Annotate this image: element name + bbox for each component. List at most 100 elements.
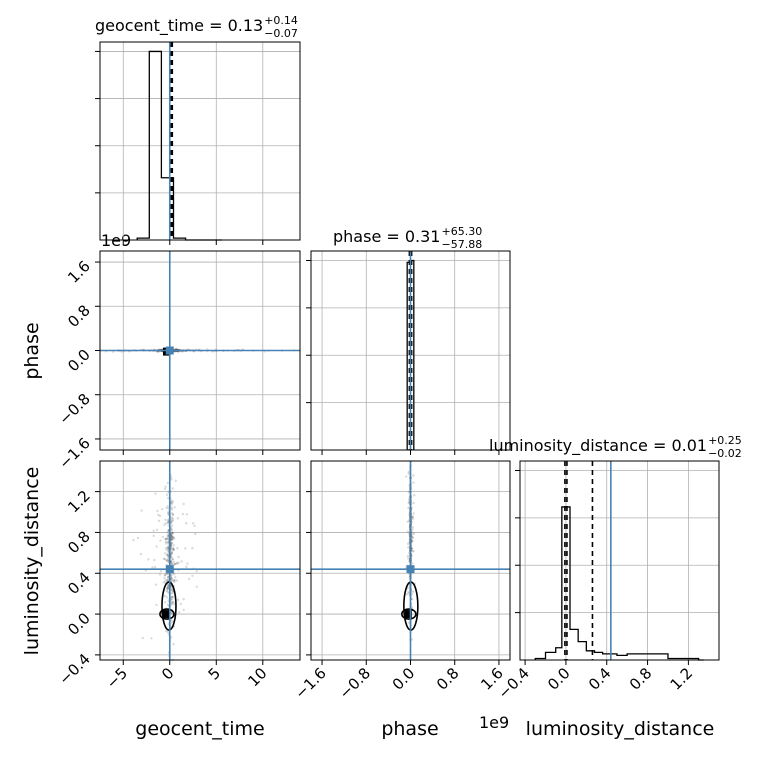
- luminosity_distance-vs-phase-point: [411, 549, 414, 553]
- luminosity_distance-vs-phase-point: [411, 538, 414, 542]
- luminosity_distance-vs-geocent_time-point: [187, 577, 191, 581]
- luminosity_distance-vs-geocent_time-point: [166, 587, 169, 590]
- luminosity_distance-vs-geocent_time-point: [175, 562, 179, 565]
- luminosity_distance-vs-geocent_time-point: [179, 602, 183, 606]
- luminosity_distance-vs-geocent_time-point: [170, 521, 173, 524]
- luminosity_distance-vs-geocent_time-point: [163, 573, 166, 577]
- luminosity_distance-vs-phase-point: [411, 536, 414, 539]
- luminosity_distance-vs-geocent_time-point: [171, 513, 175, 517]
- luminosity_distance-hist-bar-12: [648, 654, 668, 660]
- luminosity_distance-vs-phase-point: [407, 506, 410, 510]
- luminosity_distance-vs-geocent_time-point: [177, 555, 180, 559]
- luminosity_distance-vs-geocent_time-point: [173, 573, 176, 576]
- luminosity_distance-vs-geocent_time-point: [172, 602, 176, 606]
- luminosity_distance-vs-geocent_time-point: [171, 542, 174, 545]
- ylabel-phase: phase: [21, 322, 43, 379]
- luminosity_distance-vs-geocent_time-point: [171, 558, 175, 561]
- luminosity_distance-vs-geocent_time-point: [170, 598, 173, 601]
- luminosity_distance-vs-geocent_time-point: [166, 578, 169, 581]
- luminosity_distance-vs-geocent_time-point: [191, 522, 195, 525]
- luminosity_distance-vs-phase-point: [411, 515, 414, 518]
- luminosity_distance-vs-geocent_time-point: [170, 562, 174, 565]
- luminosity_distance-vs-geocent_time-point: [170, 506, 173, 510]
- luminosity_distance-vs-geocent_time-ytick-label-0: −0.4: [55, 650, 93, 688]
- luminosity_distance-vs-geocent_time-point: [172, 560, 176, 564]
- luminosity_distance-vs-geocent_time-point: [170, 611, 173, 615]
- luminosity_distance-vs-geocent_time-point: [173, 580, 176, 584]
- luminosity_distance-vs-geocent_time-point: [173, 562, 177, 566]
- luminosity_distance-vs-geocent_time-point: [141, 636, 145, 640]
- luminosity_distance-vs-geocent_time-point: [172, 548, 175, 552]
- luminosity_distance-vs-geocent_time-point: [136, 536, 140, 540]
- luminosity_distance-vs-geocent_time-point: [173, 562, 176, 566]
- luminosity_distance-vs-geocent_time-point: [166, 572, 170, 576]
- luminosity_distance-vs-geocent_time-point: [164, 600, 167, 604]
- luminosity_distance-vs-phase-point: [412, 590, 415, 593]
- luminosity_distance-vs-geocent_time-point: [165, 506, 168, 510]
- luminosity_distance-vs-phase-xtick-label-2: 0.0: [389, 664, 419, 694]
- luminosity_distance-vs-geocent_time-point: [172, 579, 175, 582]
- luminosity_distance-vs-phase-truth-marker: [406, 565, 415, 574]
- luminosity_distance-vs-geocent_time-point: [166, 590, 169, 594]
- luminosity_distance-vs-geocent_time-point: [170, 534, 173, 537]
- luminosity_distance-vs-geocent_time-ytick-label-1: 0.0: [64, 609, 94, 639]
- luminosity_distance-vs-geocent_time-point: [170, 592, 174, 595]
- luminosity_distance-vs-geocent_time-point: [165, 537, 168, 540]
- luminosity_distance-vs-phase-point: [411, 562, 414, 565]
- luminosity_distance-vs-geocent_time-point: [165, 559, 169, 562]
- luminosity_distance-vs-geocent_time-point: [166, 585, 170, 589]
- luminosity_distance-vs-phase-point: [407, 470, 410, 474]
- luminosity_distance-vs-geocent_time-point: [167, 547, 170, 551]
- luminosity_distance-vs-geocent_time-point: [166, 631, 170, 634]
- luminosity_distance-vs-geocent_time-point: [170, 536, 173, 539]
- luminosity_distance-vs-geocent_time-point: [170, 508, 174, 511]
- luminosity_distance-vs-geocent_time-point: [171, 601, 174, 604]
- luminosity_distance-vs-geocent_time-point: [171, 537, 175, 540]
- luminosity_distance-vs-geocent_time-point: [173, 506, 176, 509]
- luminosity_distance-vs-geocent_time-point: [176, 547, 179, 550]
- luminosity_distance-vs-geocent_time-point: [166, 559, 169, 562]
- luminosity_distance-vs-geocent_time-point: [165, 537, 168, 541]
- luminosity_distance-vs-geocent_time-point: [176, 517, 180, 520]
- luminosity_distance-vs-phase-point: [411, 515, 415, 519]
- phase-hist-frame: [310, 250, 511, 451]
- luminosity_distance-vs-geocent_time-point: [164, 552, 167, 555]
- luminosity_distance-hist-bar-11: [637, 654, 647, 660]
- luminosity_distance-vs-geocent_time-point: [164, 540, 168, 544]
- luminosity_distance-vs-geocent_time-point: [171, 519, 174, 523]
- luminosity_distance-vs-geocent_time-point: [164, 537, 167, 541]
- luminosity_distance-vs-phase-point: [410, 539, 414, 543]
- luminosity_distance-vs-geocent_time-point: [170, 552, 173, 556]
- luminosity_distance-vs-geocent_time-point: [166, 541, 170, 544]
- luminosity_distance-vs-geocent_time-point: [166, 587, 169, 590]
- luminosity_distance-vs-geocent_time-point: [170, 501, 173, 504]
- luminosity_distance-vs-geocent_time-point: [157, 513, 160, 517]
- luminosity_distance-vs-geocent_time-point: [163, 576, 166, 579]
- luminosity_distance-vs-geocent_time-point: [171, 546, 175, 550]
- luminosity_distance-vs-geocent_time-point: [182, 502, 185, 506]
- luminosity_distance-vs-geocent_time-point: [164, 538, 167, 541]
- luminosity_distance-vs-phase-point: [407, 498, 411, 502]
- luminosity_distance-vs-geocent_time-ytick-label-2: 0.4: [64, 568, 94, 598]
- luminosity_distance-vs-geocent_time-point: [170, 499, 173, 502]
- luminosity_distance-vs-geocent_time-ytick-label-4: 1.2: [64, 487, 94, 517]
- title-geocent-time-sub: −0.07: [264, 27, 298, 40]
- luminosity_distance-vs-geocent_time-point: [167, 576, 170, 579]
- luminosity_distance-vs-phase-point: [410, 606, 414, 609]
- luminosity_distance-vs-geocent_time-point: [166, 496, 170, 500]
- luminosity_distance-vs-geocent_time-point: [170, 602, 173, 605]
- luminosity_distance-vs-geocent_time-point: [174, 576, 177, 579]
- luminosity_distance-vs-geocent_time-point: [174, 479, 177, 482]
- phase-vs-geocent_time-ytick-label-3: 0.8: [64, 301, 94, 331]
- luminosity_distance-vs-geocent_time-ytick-label-3: 0.8: [64, 528, 94, 558]
- luminosity_distance-vs-geocent_time-point: [170, 534, 174, 538]
- luminosity_distance-vs-geocent_time-point: [155, 545, 158, 548]
- luminosity_distance-vs-geocent_time-frame: [99, 460, 301, 661]
- luminosity_distance-vs-geocent_time-point: [172, 643, 175, 646]
- luminosity_distance-vs-geocent_time-point: [170, 577, 173, 580]
- luminosity_distance-vs-geocent_time-point: [165, 596, 168, 599]
- luminosity_distance-vs-geocent_time-point: [170, 555, 173, 558]
- luminosity_distance-hist-xtick-label-3: 0.8: [626, 664, 656, 694]
- luminosity_distance-vs-geocent_time-point: [171, 536, 175, 539]
